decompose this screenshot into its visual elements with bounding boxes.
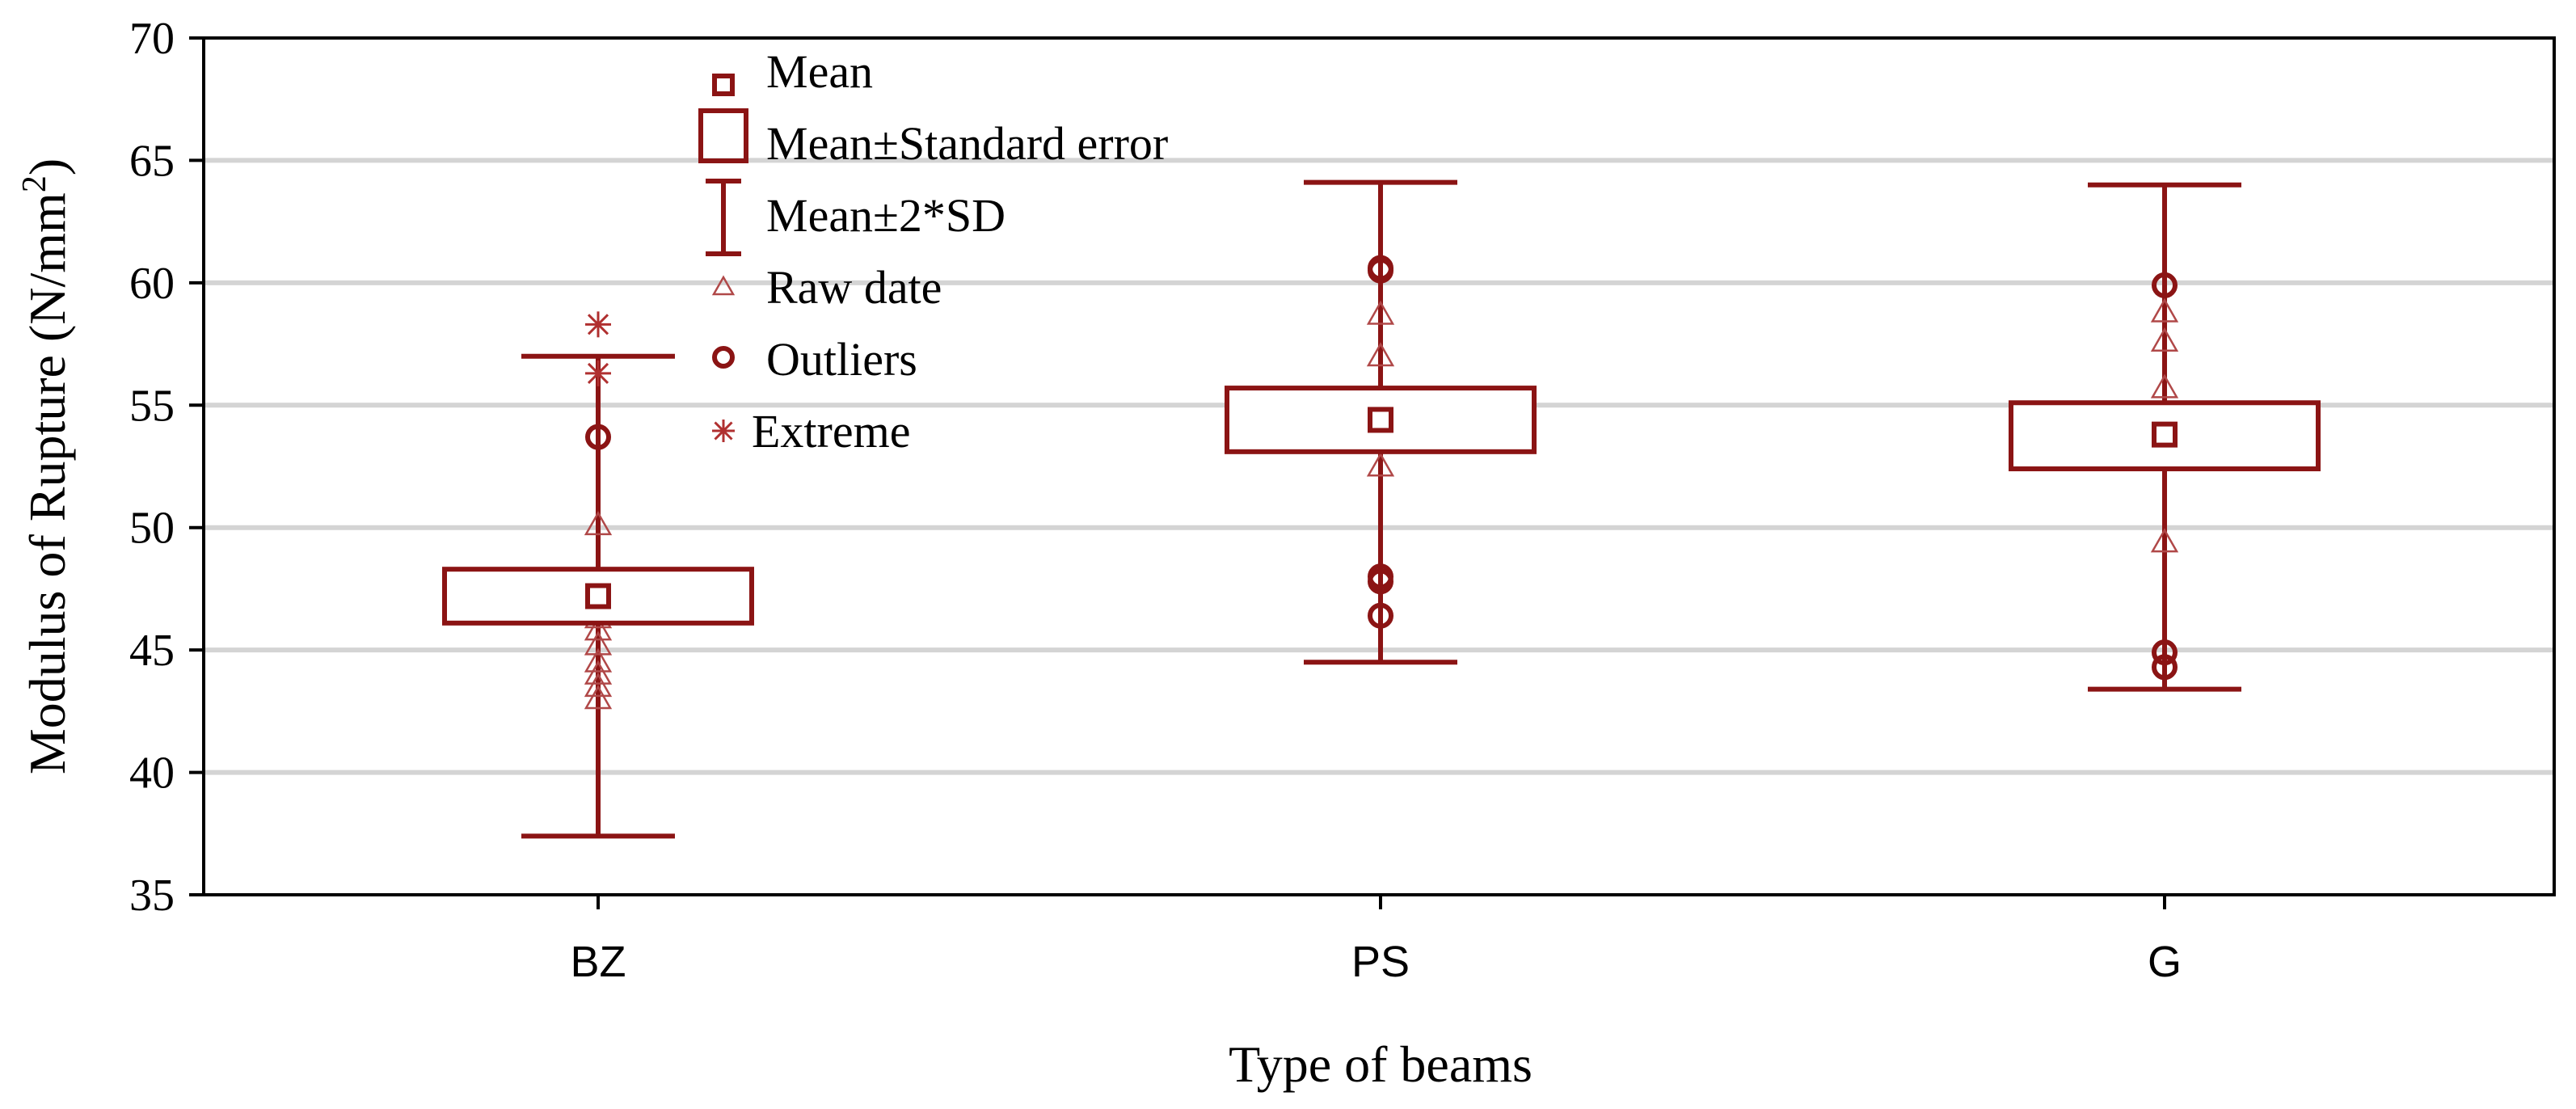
legend-label-mean: Mean — [766, 45, 873, 98]
raw-data-point — [2150, 373, 2179, 398]
y-tick-label: 35 — [129, 871, 175, 921]
raw-data-point — [584, 630, 613, 656]
outlier-point — [2152, 654, 2178, 681]
mean-marker — [585, 583, 611, 609]
legend-mean-icon — [712, 74, 735, 96]
legend-label-extreme: Extreme — [752, 405, 910, 458]
x-tick-label: PS — [1351, 938, 1410, 986]
y-axis-title: Modulus of Rupture (N/mm2) — [16, 158, 76, 774]
legend-extreme-icon — [712, 420, 735, 442]
y-tick-label: 55 — [129, 381, 175, 431]
raw-data-point — [584, 647, 613, 673]
y-tick-label: 65 — [129, 136, 175, 186]
raw-data-point — [584, 511, 613, 536]
raw-data-point — [584, 660, 613, 685]
outlier-point — [2152, 272, 2178, 298]
legend-label-raw: Raw date — [766, 261, 942, 314]
legend-label-outliers: Outliers — [766, 333, 917, 386]
y-tick-label: 60 — [129, 259, 175, 309]
x-tick-label: G — [2148, 938, 2182, 986]
se-box — [2009, 400, 2321, 472]
raw-data-point — [2150, 327, 2179, 352]
se-box — [1225, 386, 1537, 454]
x-axis-title: Type of beams — [1229, 1035, 1533, 1093]
se-box — [442, 567, 754, 626]
y-tick-label: 70 — [129, 14, 175, 64]
raw-data-point — [1366, 300, 1395, 325]
outlier-point — [1368, 602, 1393, 629]
extreme-point — [585, 360, 611, 386]
outlier-point — [2152, 639, 2178, 666]
raw-data-point — [1366, 452, 1395, 477]
legend-label-sd: Mean±2*SD — [766, 189, 1006, 242]
raw-data-point — [1366, 342, 1395, 367]
raw-data-point — [584, 616, 613, 641]
legend-outlier-icon — [712, 346, 735, 369]
y-tick-label: 45 — [129, 626, 175, 676]
mean-marker — [2152, 421, 2178, 448]
y-tick-label: 40 — [129, 748, 175, 799]
y-axis-title-main: Modulus of Rupture (N/mm — [19, 192, 76, 774]
mean-marker — [1368, 407, 1393, 433]
outlier-point — [1368, 568, 1393, 595]
legend-label-se: Mean±Standard error — [766, 117, 1168, 170]
y-axis-title-superscript: 2 — [16, 175, 53, 192]
legend-raw-icon — [711, 275, 736, 296]
raw-data-point — [584, 673, 613, 698]
raw-data-point — [2150, 297, 2179, 323]
x-tick-label: BZ — [570, 938, 626, 986]
legend-se-icon — [698, 108, 748, 163]
raw-data-point — [2150, 528, 2179, 553]
outlier-point — [585, 424, 611, 450]
outlier-point — [1368, 257, 1393, 284]
y-axis-title-close: ) — [19, 158, 76, 175]
raw-data-point — [584, 685, 613, 710]
extreme-point — [585, 311, 611, 338]
y-tick-label: 50 — [129, 504, 175, 554]
